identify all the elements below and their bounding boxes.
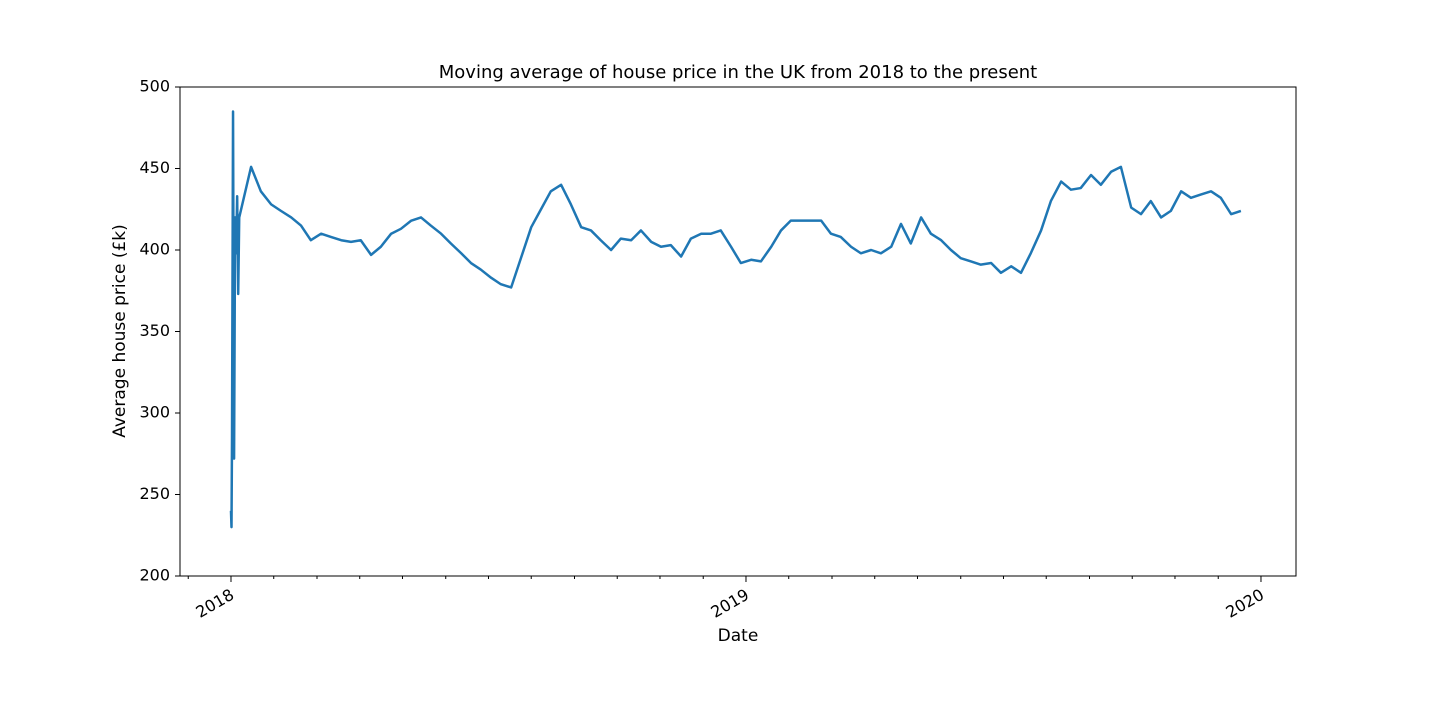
y-tick-label: 450 (139, 158, 170, 177)
y-tick-label: 300 (139, 403, 170, 422)
plot-frame (179, 86, 1297, 577)
y-tick-label: 350 (139, 321, 170, 340)
y-tick-label: 400 (139, 240, 170, 259)
data-line (229, 110, 1242, 529)
y-tick-label: 250 (139, 484, 170, 503)
x-tick-label: 2018 (192, 585, 237, 622)
x-tick-label: 2020 (1222, 585, 1267, 622)
x-axis-label: Date (718, 626, 759, 646)
y-axis-label: Average house price (£k) (110, 224, 130, 438)
y-tick-label: 500 (139, 77, 170, 96)
chart-title: Moving average of house price in the UK … (439, 62, 1037, 83)
y-tick-label: 200 (139, 566, 170, 585)
x-tick-label: 2019 (707, 585, 752, 622)
